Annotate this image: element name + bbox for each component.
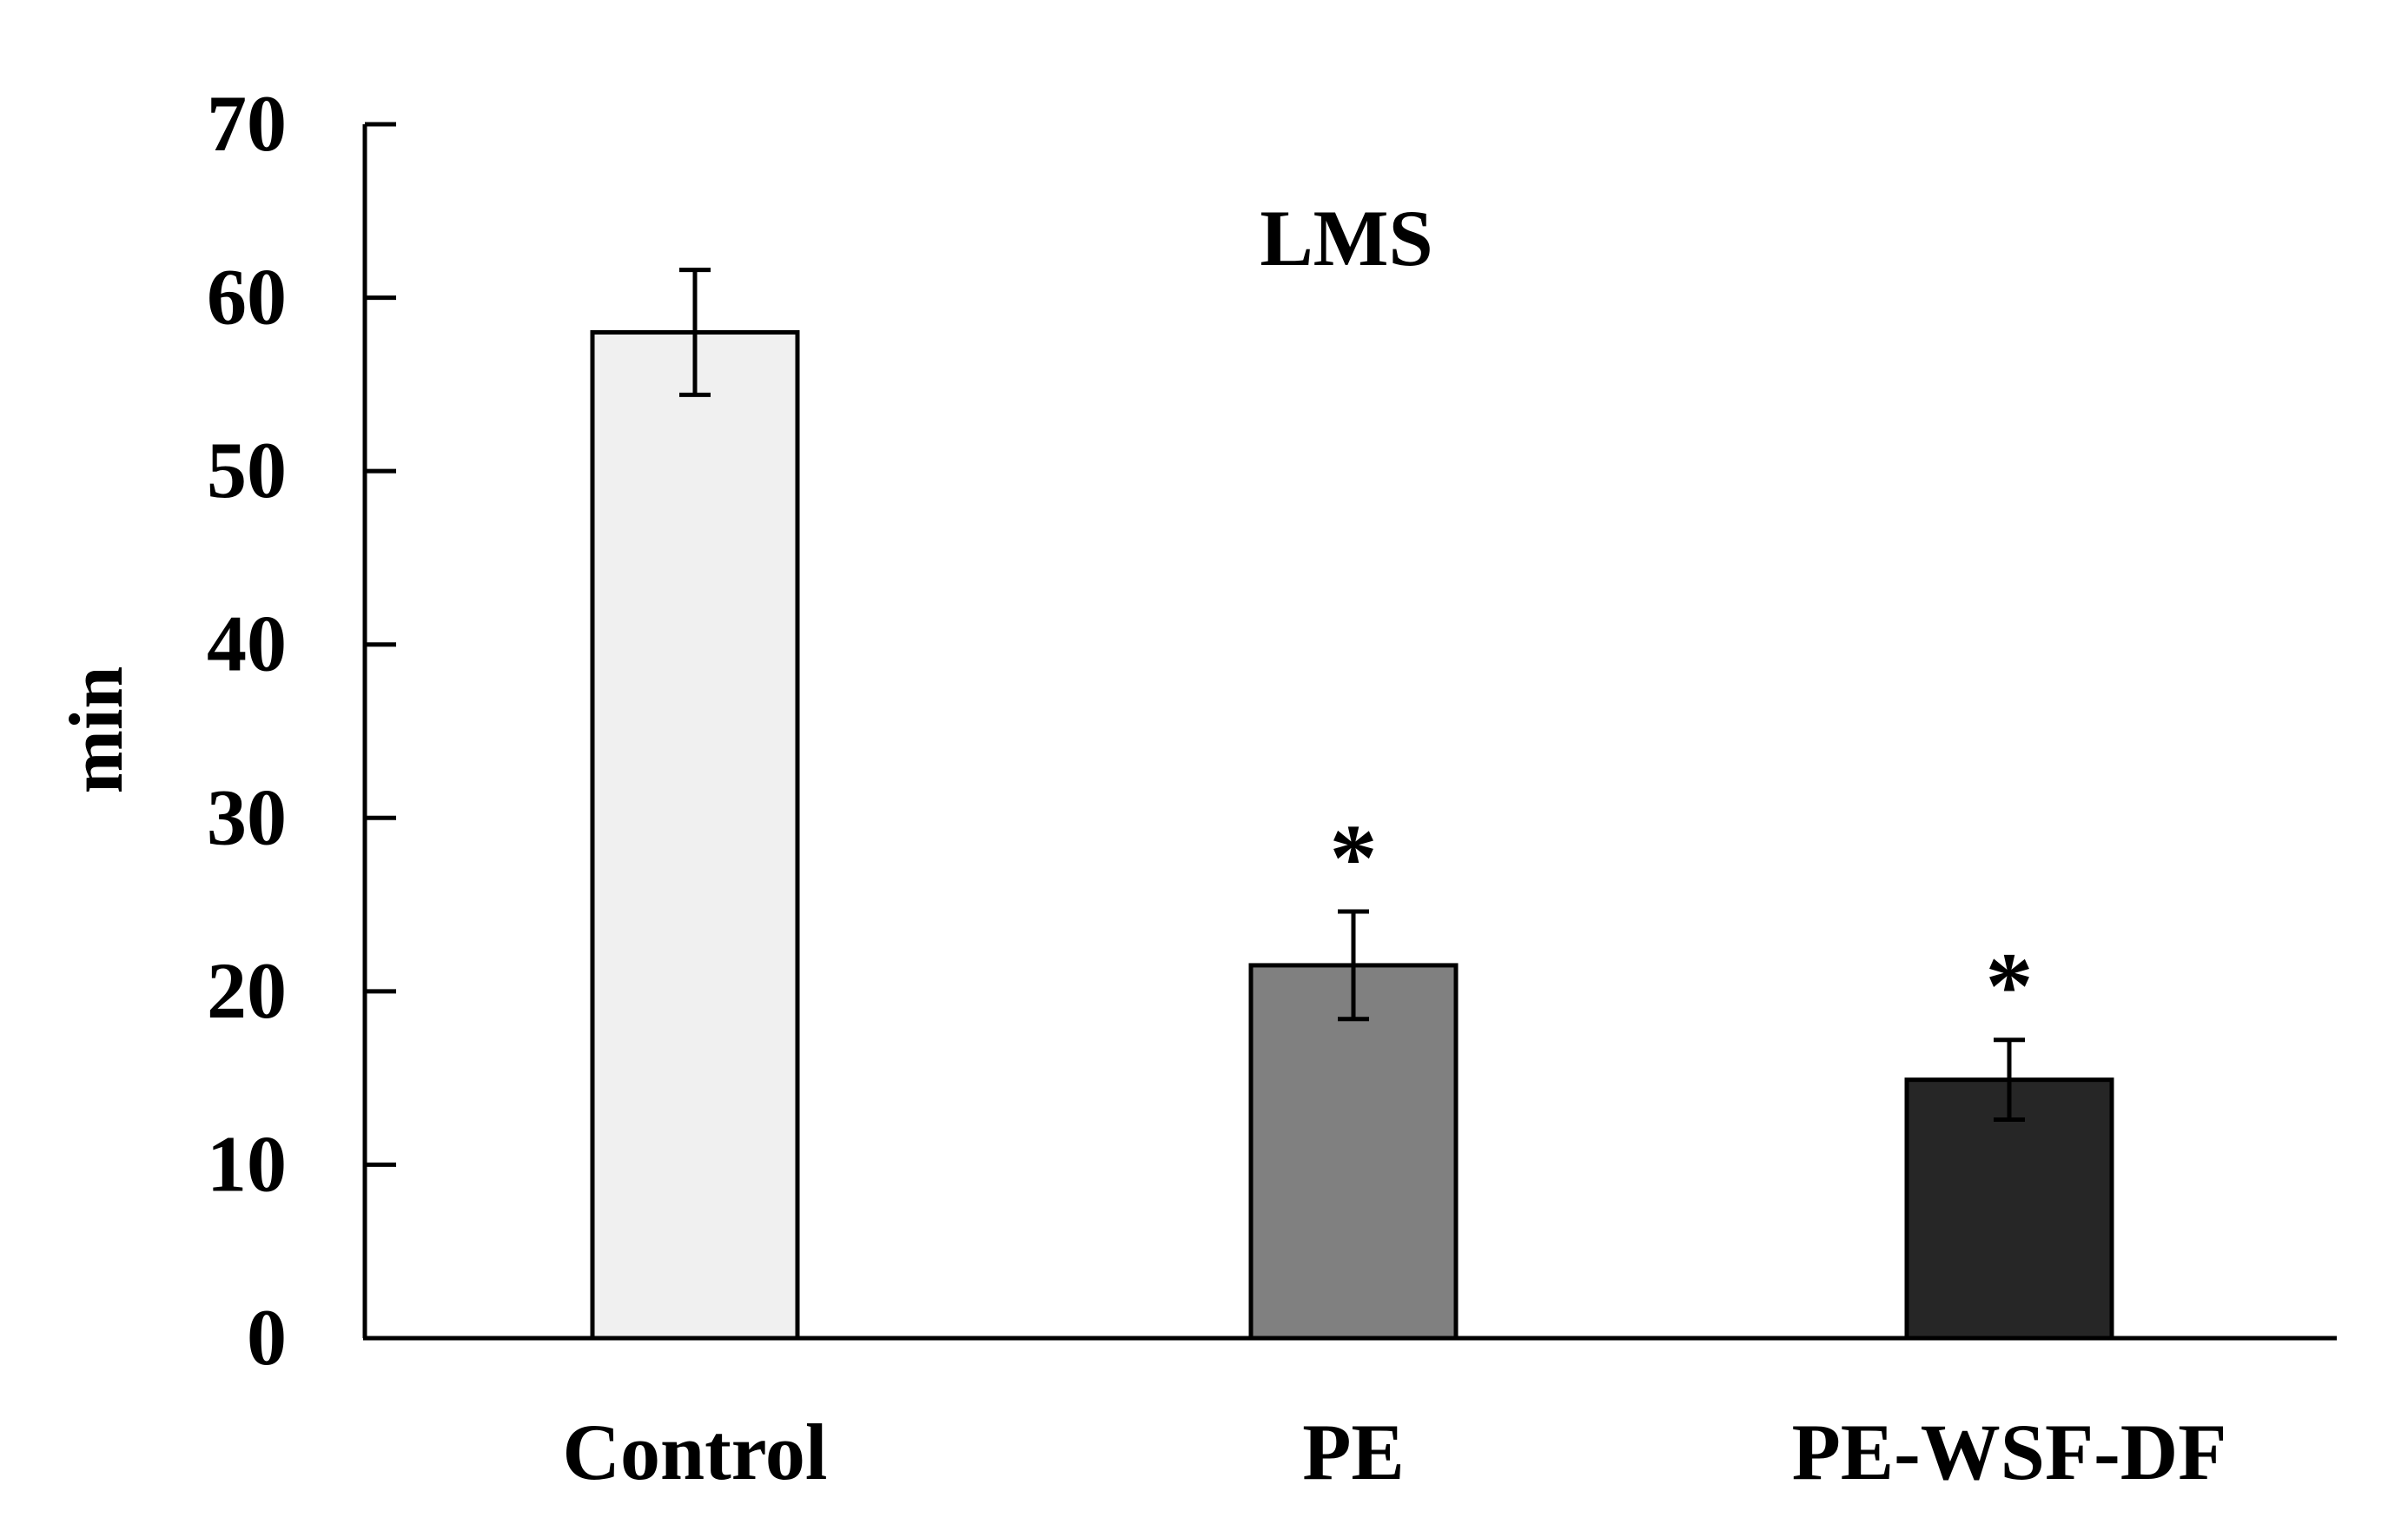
error-bars [679, 268, 2025, 1123]
category-labels: Control PE PE-WSF-DF [563, 1408, 2227, 1496]
y-tick-label: 40 [207, 600, 287, 688]
y-tick-label: 50 [207, 426, 287, 514]
chart-title: LMS [1260, 194, 1432, 282]
y-tick-label: 30 [207, 772, 287, 861]
y-tick-label: 20 [207, 946, 287, 1035]
y-tick-labels: 0 10 20 30 40 50 60 70 [207, 79, 287, 1382]
y-axis-label: min [55, 666, 139, 794]
significance-asterisk: * [1330, 805, 1378, 911]
bar-control [590, 329, 800, 1341]
y-tick-label: 10 [207, 1119, 287, 1208]
bar-pe-wsf-df [1904, 1077, 2114, 1341]
y-ticks [365, 122, 396, 1341]
y-tick-label: 60 [207, 253, 287, 341]
significance-asterisk: * [1986, 933, 2034, 1039]
bars [590, 329, 2114, 1341]
significance-markers: ** [1330, 805, 2034, 1039]
category-label-control: Control [563, 1408, 828, 1496]
category-label-pe-wsf-df: PE-WSF-DF [1792, 1408, 2227, 1496]
y-tick-label: 70 [207, 79, 287, 168]
category-label-pe: PE [1302, 1408, 1405, 1496]
y-tick-label: 0 [247, 1293, 287, 1382]
